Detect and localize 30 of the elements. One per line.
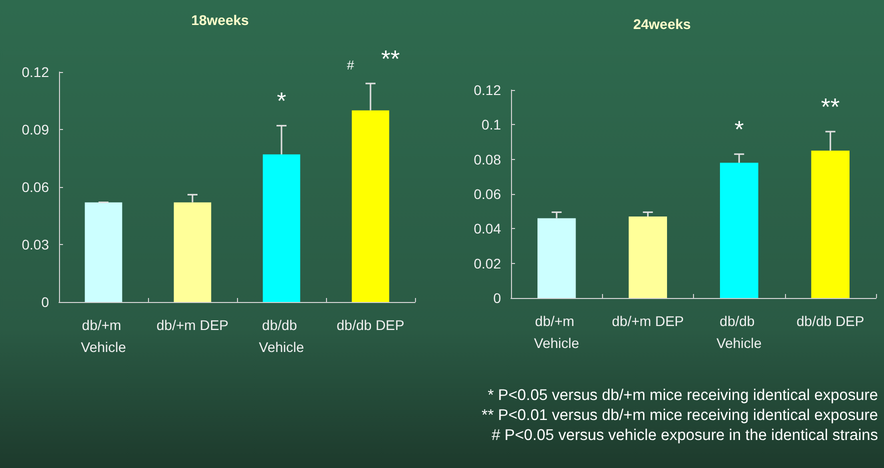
x-tick-label: db/db Vehicle xyxy=(716,313,762,351)
x-tick-label: db/+m DEP xyxy=(612,313,684,329)
annotation: ** xyxy=(821,94,840,122)
y-tick-label: 0.09 xyxy=(22,122,50,138)
y-tick-label: 0.12 xyxy=(474,82,502,98)
chart-title: 18weeks xyxy=(191,12,250,28)
y-tick-label: 0.03 xyxy=(22,236,50,252)
text: ** P<0.01 versus db/+m mice receiving identical exposure xyxy=(482,406,878,426)
text: # P<0.05 versus vehicle exposure in the identical strains xyxy=(490,426,878,446)
y-tick-label: 0.04 xyxy=(474,220,502,237)
text: * P<0.05 versus db/+m mice receiving identical exposure xyxy=(486,386,878,406)
annotation: * xyxy=(734,116,744,144)
x-tick-label: db/+m DEP xyxy=(156,317,228,333)
y-tick-label: 0.1 xyxy=(482,116,502,133)
y-tick-label: 0.08 xyxy=(474,151,502,168)
x-tick-label: db/+m Vehicle xyxy=(80,317,126,355)
annotation: * xyxy=(276,88,286,116)
x-tick-label: db/db DEP xyxy=(796,313,864,329)
chart-title: 24weeks xyxy=(633,16,692,32)
y-tick-label: 0 xyxy=(41,294,50,310)
y-tick-label: 0.12 xyxy=(22,64,50,80)
y-tick-label: 0.02 xyxy=(474,255,502,272)
y-tick-label: 0.06 xyxy=(22,179,50,195)
y-tick-label: 0.06 xyxy=(474,186,502,202)
x-tick-label: db/db Vehicle xyxy=(258,317,304,355)
annotation: ** xyxy=(381,46,400,73)
annotation: # xyxy=(346,58,355,72)
y-tick-label: 0 xyxy=(493,290,502,306)
x-tick-label: db/+m Vehicle xyxy=(534,313,580,351)
x-tick-label: db/db DEP xyxy=(336,317,404,333)
